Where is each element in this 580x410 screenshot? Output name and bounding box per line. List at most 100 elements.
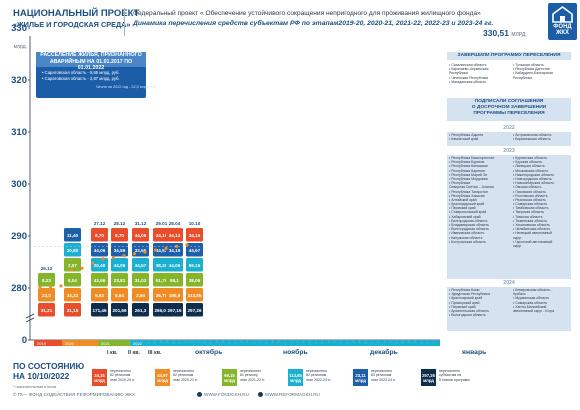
signed-head-2: О ДОСРОЧНОМ ЗАВЕРШЕНИИ [471,104,547,110]
region-item: • Республика Татарстан [449,189,488,194]
fund-logo[interactable]: ФОНД ЖКХ [548,3,577,40]
legend-unit: млрд [94,378,105,384]
trend-dot [143,250,147,254]
region-item: Республика [513,75,532,80]
region-item: • Курская область [513,160,543,165]
legend-swatch: 34,15 млрд [92,369,107,386]
trend-dot [101,257,105,261]
trend-dot [132,252,137,256]
region-item: • Ростовская область [513,193,548,198]
trend-dot [164,246,168,251]
bar-segment-label: 31,21 [41,308,53,313]
bar-segment-label: 44,67 [189,248,201,253]
bar-date-label: 31.12 [135,221,147,226]
axis-break [25,313,35,323]
legend-line-2: субъектам на [439,373,461,378]
region-item: • Тверская область [513,210,545,215]
region-item: • Ханты-Мансийский [513,304,547,309]
bar-date-label: 10.10 [189,221,201,226]
region-item: • Пермский край [449,304,476,309]
region-item: • Архангельская область [449,308,490,313]
bar-segment-label: 5,63 [95,293,104,298]
legend-swatch: 23,11 млрд [353,369,368,386]
region-item: • Вологодская область [449,313,486,318]
site-link-1-text: WWW.FONDGKH.RU [204,392,249,397]
bar-segment [153,258,170,272]
bar-segment-label: 44,53 [156,248,168,253]
bar-segment [111,228,128,242]
list-2023-box [447,155,571,279]
bar-segment-label: 34,13 [169,233,181,238]
info-box-title: РАССЕЛЕНИЕ ЖИЛЬЯ, ПРИЗНАННОГО АВАРИЙНЫМ Н… [36,52,146,71]
site-link-2[interactable]: WWW.REFORMAGKH.RU [258,392,320,398]
info-title-2: АВАРИЙНЫМ НА 01.01.2017 ПО 01.01.2022 [49,58,133,72]
legend-value-num: 44,67 [157,373,168,378]
region-item: • Ивановская область [449,231,485,236]
region-item: • Кабардино-Балкарская [513,71,553,76]
region-item: Республика [449,71,468,76]
bar-segment-label: 38,35 [156,263,168,268]
bar-segment-label: 38,06 [189,278,201,283]
bar-date-label: 28.12 [114,221,126,226]
region-item: • Челябинская область [513,227,551,232]
trend-dot [80,266,84,270]
bar-segment-label: 44,06 [169,263,181,268]
region-item: • Республика [449,181,471,186]
legend-line-1: перечислено [110,369,132,373]
region-item: • Карачаево-Черкесская [449,67,489,72]
timeline-label: 2022 [133,341,143,346]
bar-segment [111,303,128,317]
legend-swatch: 44,67 млрд [155,369,170,386]
completed-list-1: • Сахалинская область • Карачаево-Черкесс… [449,63,488,84]
timeline-label: 2019 [37,341,47,346]
signed-head-1: ПОДПИСАЛИ СОГЛАШЕНИЯ [474,99,544,104]
region-item: • Республика Адыгея [449,133,484,137]
bar-segment [186,303,203,317]
bar-date-label: 29.01 [156,221,168,226]
timeline-segment [34,340,62,346]
legend-line-3: этап 2021-22 гг. [240,377,266,382]
region-item: • Воронежская область [513,137,551,142]
bar-segment-label: 201,66 [112,308,126,313]
y-tick-label: 310 [11,127,27,138]
bar-segment-label: 95,1 [170,278,179,283]
right-panel: ЗАВЕРШИЛИ ПРОГРАММУ ПЕРЕСЕЛЕНИЯ • Сахали… [447,52,571,342]
bar-segment [132,228,149,242]
legend-value: 23,11 млрд [353,373,368,383]
info-title-1: РАССЕЛЕНИЕ ЖИЛЬЯ, ПРИЗНАННОГО [40,52,142,58]
site-link-1[interactable]: WWW.FONDGKH.RU [197,392,249,398]
bar-segment [91,303,108,317]
bar-segment [186,258,203,272]
legend-text: перечислено 82 регионам этап 2022-23 гг. [306,369,331,382]
quarter-2-label: II кв. [128,350,141,356]
bar-segment [166,288,183,302]
region-item: • Камчатский край [449,137,479,142]
list-2024-col2: • Кемеровская область - Кузбасс • Мурманс… [513,288,554,313]
bar-segment [166,273,183,287]
footer-status: ПО СОСТОЯНИЮ НА 10/10/2022 * накопительн… [13,361,84,391]
region-item: • Волгоградская область [449,227,489,232]
legend-text: перечислено субъектам на 5 этапов программ [439,369,470,382]
legend-text: перечислено 82 регионам этап 2019-20 гг. [110,369,135,382]
legend-line-1: перечислено [240,369,262,373]
bar-segment [64,228,81,242]
y-tick-label: 0 [22,335,27,346]
legend-text: перечислено 81 региону этап 2021-22 гг. [240,369,265,382]
completed-heading: ЗАВЕРШИЛИ ПРОГРАММУ ПЕРЕСЕЛЕНИЯ [447,52,571,60]
signed-heading: ПОДПИСАЛИ СОГЛАШЕНИЯ О ДОСРОЧНОМ ЗАВЕРШЕН… [447,98,571,121]
region-item: • Республика Марий Эл [449,172,488,177]
bar-segment-label: 34,22 [67,293,79,298]
bar-segment [64,303,81,317]
month-january-label: январь [462,349,487,356]
bar-segment [153,228,170,242]
bar-segment-label: 2,07 [68,263,77,268]
bar-segment [132,273,149,287]
header-divider [124,8,125,36]
list-2022-col1: • Республика Адыгея • Камчатский край [449,133,483,141]
bar-segment-label: 44,06 [135,233,147,238]
region-item: • Московская область [513,168,549,173]
year-2023-label: 2023 [503,148,515,154]
region-item: • Калужская область [449,235,483,240]
bar-date-label: 26.12 [41,266,53,271]
